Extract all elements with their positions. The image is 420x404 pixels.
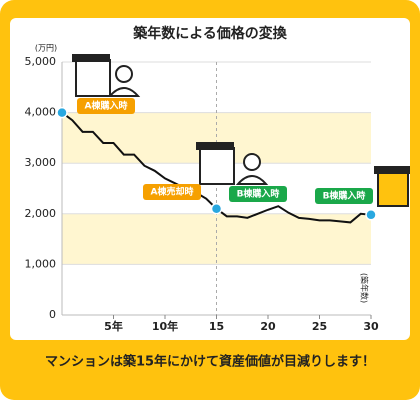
- annotation: A棟売却時: [151, 186, 194, 198]
- annotation-tag: [229, 186, 287, 202]
- y-tick-label: 3,000: [25, 156, 57, 169]
- annotation: B棟購入時: [237, 188, 280, 200]
- building-icon: [199, 147, 235, 185]
- building-icon: [75, 59, 111, 97]
- person-body: [235, 175, 269, 185]
- x-tick-label: 5年: [104, 319, 123, 333]
- point: [365, 209, 377, 221]
- building-roof: [196, 142, 234, 150]
- y-tick-label: 4,000: [25, 106, 57, 119]
- y-tick-label: 0: [49, 308, 56, 321]
- annotation-tag: [77, 98, 135, 114]
- annotation: A棟購入時: [85, 100, 128, 112]
- person-icon: [115, 65, 133, 83]
- building-icon: [377, 171, 409, 207]
- x-unit: (築年数): [360, 273, 370, 303]
- person-icon: [243, 153, 261, 171]
- x-tick-label: 10年: [152, 319, 178, 333]
- caption: マンションは築15年にかけて資産価値が目減りします！: [45, 354, 375, 370]
- annotation: B棟購入時: [323, 190, 366, 202]
- chart-title: 築年数による価格の変換: [132, 25, 288, 42]
- annotation-tag: [315, 188, 373, 204]
- y-tick-label: 1,000: [25, 257, 57, 270]
- annotation-tag: [143, 184, 201, 200]
- point: [210, 202, 223, 215]
- x-tick-label: 30: [363, 320, 379, 333]
- building-roof: [72, 54, 110, 62]
- x-tick-label: 15: [209, 320, 224, 333]
- y-tick-label: 5,000: [25, 55, 57, 68]
- x-tick-label: 20: [260, 320, 276, 333]
- y-tick-label: 2,000: [25, 207, 57, 220]
- person-body: [107, 87, 141, 97]
- y-unit: (万円): [35, 44, 57, 53]
- point: [56, 106, 68, 119]
- building-roof: [374, 166, 410, 174]
- x-tick-label: 25: [312, 320, 327, 333]
- icons: [72, 54, 410, 207]
